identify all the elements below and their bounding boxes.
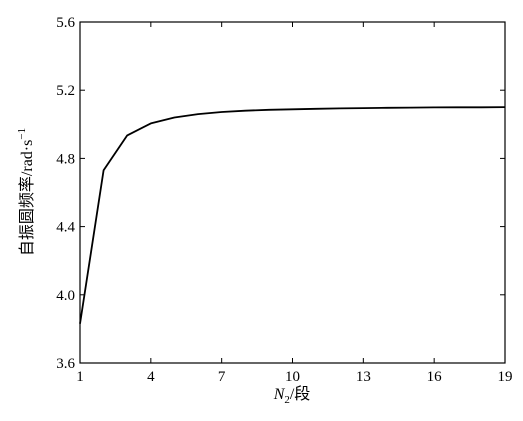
x-axis-label-unit: /段	[290, 385, 310, 403]
x-tick-label: 16	[427, 369, 443, 385]
y-tick-label: 4.0	[56, 288, 75, 304]
x-tick-label: 4	[147, 369, 155, 385]
y-axis-label: 自振圆频率/rad·s−1	[16, 128, 36, 256]
x-tick-label: 1	[76, 369, 84, 385]
x-tick-label: 10	[285, 369, 300, 385]
series-line	[79, 106, 506, 324]
x-axis-label: N2/段	[273, 385, 311, 406]
plot-frame	[79, 21, 506, 364]
x-axis-label-variable: N	[273, 386, 286, 403]
x-axis-label-subscript: 2	[284, 394, 290, 406]
y-tick-label: 4.8	[56, 151, 75, 167]
y-tick-label: 4.4	[56, 220, 75, 236]
y-tick-label: 5.2	[56, 83, 75, 99]
x-tick-label: 7	[218, 369, 226, 385]
y-axis-title: 自振圆频率/rad·s−1	[16, 128, 36, 256]
y-tick-label: 3.6	[56, 356, 75, 372]
y-axis-label-exponent: −1	[16, 128, 28, 140]
y-axis-label-text: 自振圆频率/rad·s	[18, 140, 36, 256]
x-tick-label: 13	[356, 369, 371, 385]
x-tick-label: 19	[498, 369, 513, 385]
y-tick-label: 5.6	[56, 15, 75, 31]
